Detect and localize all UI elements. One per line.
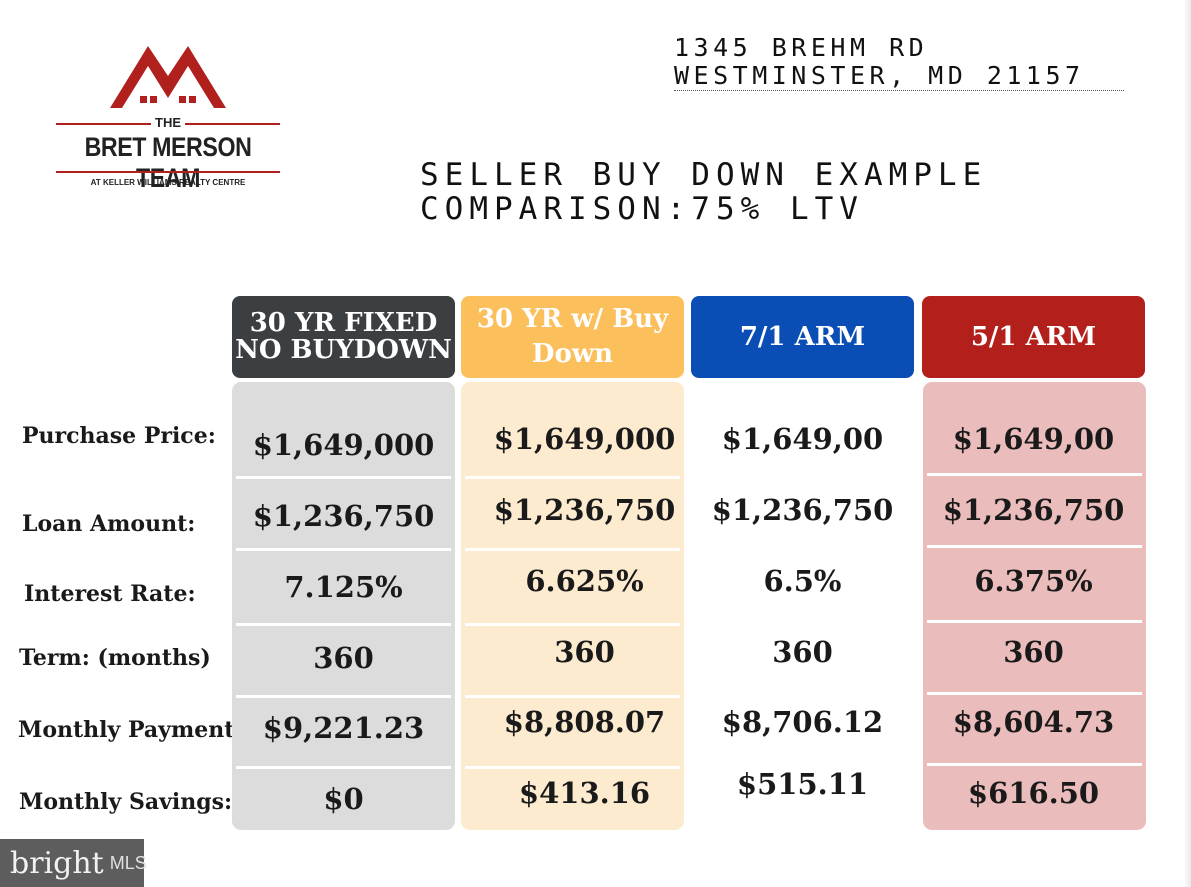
column-header-30yr-buydown: 30 YR w/ Buy Down <box>461 296 684 378</box>
mls-label: MLS <box>109 852 147 873</box>
cell-divider <box>465 623 680 626</box>
cell-divider <box>236 623 451 626</box>
column-body-30yr-buydown <box>461 382 684 830</box>
row-label-loan-amount: Loan Amount: <box>22 511 196 537</box>
cell-divider <box>465 548 680 551</box>
column-header-line-2: Down <box>531 339 614 369</box>
cell-divider <box>927 763 1142 766</box>
value-loan-amount: $1,236,750 <box>942 493 1125 527</box>
row-label-term: Term: (months) <box>19 645 211 671</box>
value-monthly-payment: $8,706.12 <box>721 705 884 739</box>
value-interest-rate: 7.125% <box>284 570 403 604</box>
column-header-line-1: 5/1 ARM <box>970 321 1097 352</box>
column-body-5-1-arm <box>923 382 1146 830</box>
bright-wordmark: bright <box>10 845 104 881</box>
column-header-line-1: 7/1 ARM <box>739 321 866 352</box>
address-line-1: 1345 BREHM RD <box>674 33 929 62</box>
value-monthly-payment: $8,808.07 <box>503 705 666 739</box>
logo-divider-bottom <box>56 171 280 173</box>
value-purchase-price: $1,649,000 <box>493 422 676 456</box>
value-monthly-savings: $0 <box>323 782 364 816</box>
logo-team-name: BRET MERSON TEAM <box>84 132 252 193</box>
cell-divider <box>927 692 1142 695</box>
cell-divider <box>927 620 1142 623</box>
title-line-2: COMPARISON:75% LTV <box>420 191 864 227</box>
value-interest-rate: 6.375% <box>974 564 1093 598</box>
cell-divider <box>465 695 680 698</box>
value-purchase-price: $1,649,00 <box>952 422 1115 456</box>
property-address: 1345 BREHM RD WESTMINSTER, MD 21157 <box>674 34 1085 90</box>
cell-divider <box>236 548 451 551</box>
column-header-5-1-arm: 5/1 ARM <box>922 296 1145 378</box>
value-interest-rate: 6.5% <box>763 564 842 598</box>
column-header-line-1: 30 YR w/ Buy <box>476 304 669 334</box>
row-label-purchase-price: Purchase Price: <box>22 423 216 449</box>
value-monthly-payment: $8,604.73 <box>952 705 1115 739</box>
cell-divider <box>927 473 1142 476</box>
row-label-interest-rate: Interest Rate: <box>24 581 196 607</box>
company-logo: THE BRET MERSON TEAM AT KELLER WILLIAMS … <box>52 42 284 193</box>
house-roof-logo-icon <box>110 46 226 108</box>
bright-mls-watermark: bright MLS <box>0 839 147 887</box>
cell-divider <box>465 476 680 479</box>
value-monthly-savings: $413.16 <box>518 776 651 810</box>
row-label-monthly-payment: Monthly Payment: <box>18 717 243 743</box>
value-purchase-price: $1,649,00 <box>721 422 884 456</box>
logo-divider-right <box>185 123 280 125</box>
value-loan-amount: $1,236,750 <box>493 493 676 527</box>
logo-divider-left <box>56 123 151 125</box>
cell-divider <box>465 766 680 769</box>
column-body-30yr-fixed <box>232 382 455 830</box>
column-header-30yr-fixed: 30 YR FIXED NO BUYDOWN <box>232 296 455 378</box>
value-monthly-savings: $515.11 <box>736 767 869 801</box>
title-line-1: SELLER BUY DOWN EXAMPLE <box>420 157 988 193</box>
cell-divider <box>236 695 451 698</box>
value-loan-amount: $1,236,750 <box>711 493 894 527</box>
logo-subtitle: AT KELLER WILLIAMS REALTY CENTRE <box>90 178 246 187</box>
cell-divider <box>236 476 451 479</box>
value-purchase-price: $1,649,000 <box>252 428 435 462</box>
value-term: 360 <box>313 641 374 675</box>
cell-divider <box>236 766 451 769</box>
value-monthly-savings: $616.50 <box>967 776 1100 810</box>
logo-the: THE <box>155 115 181 130</box>
value-monthly-payment: $9,221.23 <box>262 711 425 745</box>
address-underline <box>674 90 1124 91</box>
value-interest-rate: 6.625% <box>525 564 644 598</box>
page-title: SELLER BUY DOWN EXAMPLE COMPARISON:75% L… <box>420 158 987 226</box>
value-term: 360 <box>1003 635 1064 669</box>
value-term: 360 <box>554 635 615 669</box>
address-line-2: WESTMINSTER, MD 21157 <box>674 61 1085 90</box>
row-label-monthly-savings: Monthly Savings: <box>19 789 233 815</box>
column-header-7-1-arm: 7/1 ARM <box>691 296 914 378</box>
cell-divider <box>927 545 1142 548</box>
column-header-line-1: 30 YR FIXED <box>249 308 438 338</box>
value-loan-amount: $1,236,750 <box>252 499 435 533</box>
page-edge-shadow <box>1183 0 1191 887</box>
value-term: 360 <box>772 635 833 669</box>
column-header-line-2: NO BUYDOWN <box>235 335 452 365</box>
